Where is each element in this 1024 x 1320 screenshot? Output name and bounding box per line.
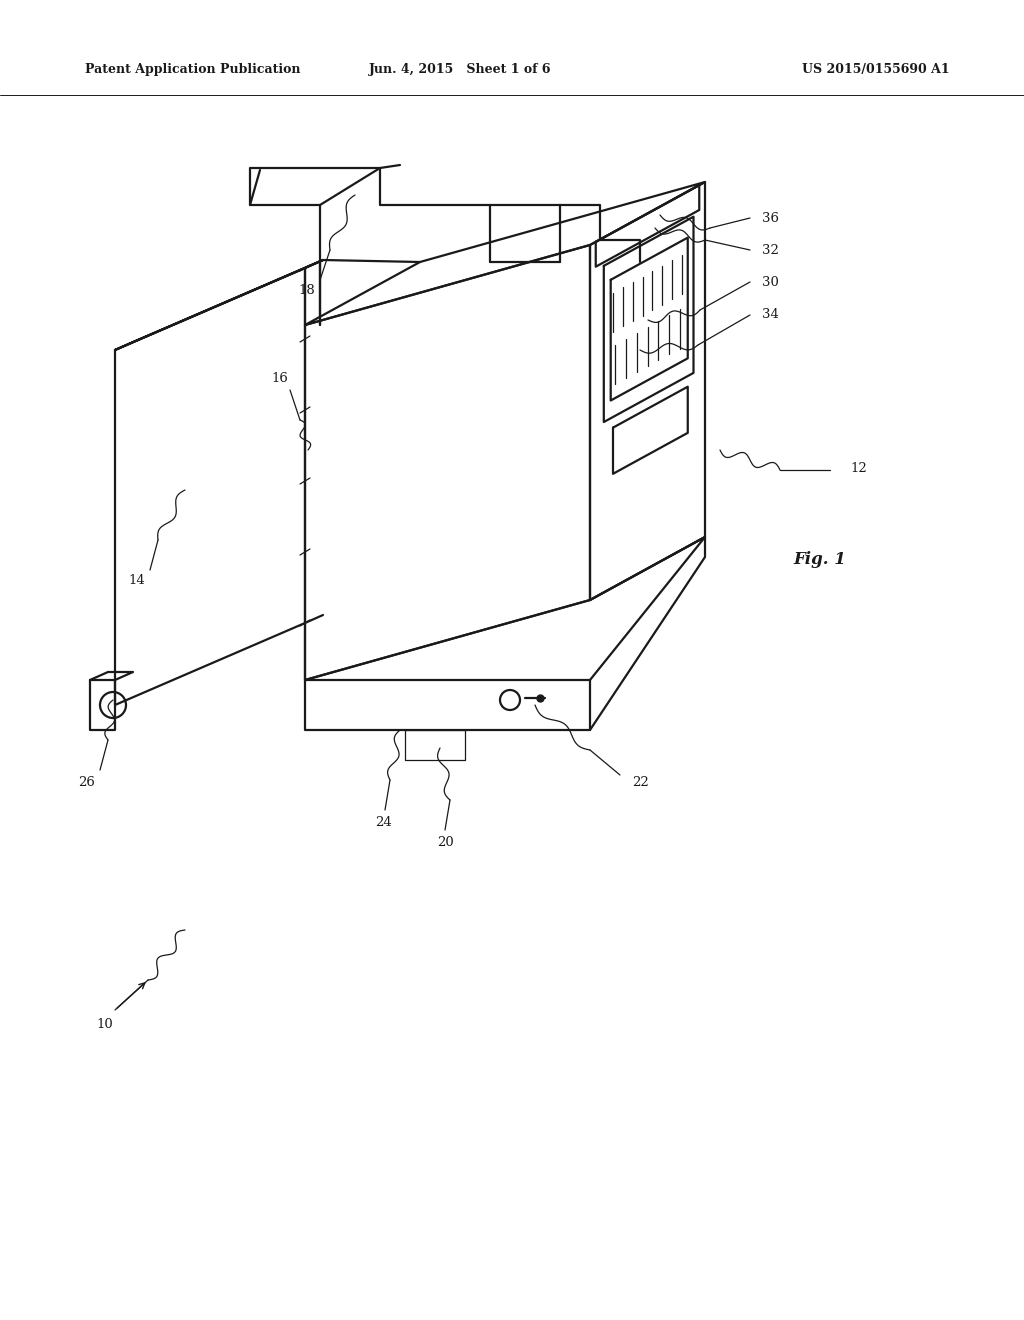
Text: 20: 20 — [436, 836, 454, 849]
Text: 34: 34 — [762, 309, 779, 322]
Text: 14: 14 — [128, 573, 145, 586]
Text: Fig. 1: Fig. 1 — [794, 552, 847, 569]
Text: 10: 10 — [96, 1019, 114, 1031]
Text: 36: 36 — [762, 211, 779, 224]
Text: Jun. 4, 2015   Sheet 1 of 6: Jun. 4, 2015 Sheet 1 of 6 — [369, 63, 551, 77]
Text: Patent Application Publication: Patent Application Publication — [85, 63, 300, 77]
Text: 22: 22 — [632, 776, 649, 788]
Text: 30: 30 — [762, 276, 779, 289]
Text: 26: 26 — [78, 776, 95, 788]
Text: 32: 32 — [762, 243, 779, 256]
Text: 18: 18 — [298, 284, 315, 297]
Text: 24: 24 — [375, 816, 391, 829]
Text: 12: 12 — [850, 462, 866, 474]
Text: 16: 16 — [271, 371, 288, 384]
Text: US 2015/0155690 A1: US 2015/0155690 A1 — [803, 63, 950, 77]
